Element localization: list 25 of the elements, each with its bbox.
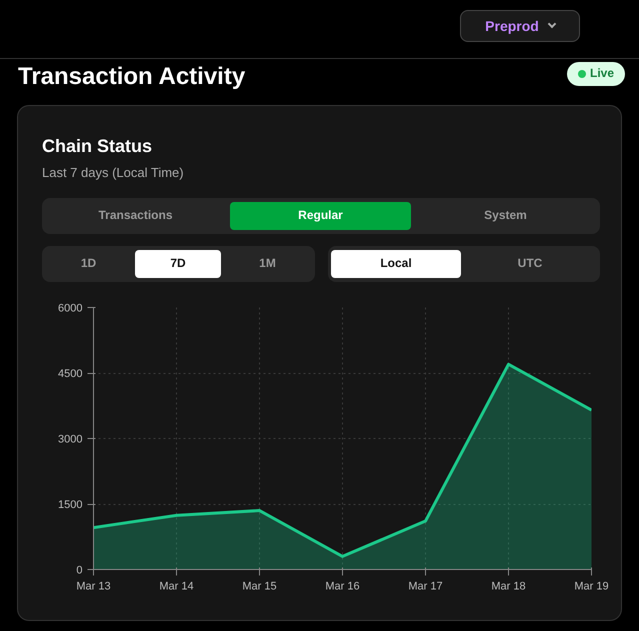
x-tick-label: Mar 13 xyxy=(76,580,111,592)
text: Transaction Activity xyxy=(18,62,246,92)
y-tick-label: 1500 xyxy=(58,499,83,511)
text: 1D xyxy=(80,255,98,272)
text: 7D xyxy=(135,250,221,278)
text: Preprod xyxy=(460,10,580,42)
y-tick-label: 6000 xyxy=(58,302,83,314)
text: Local xyxy=(331,250,461,278)
x-tick-label: Mar 14 xyxy=(159,580,194,592)
x-tick-label: Mar 16 xyxy=(325,580,360,592)
text: 1M xyxy=(258,255,277,272)
x-tick-label: Mar 18 xyxy=(491,580,526,592)
x-tick-label: Mar 17 xyxy=(408,580,443,592)
text: Live xyxy=(567,62,625,86)
y-tick-label: 4500 xyxy=(58,368,83,380)
y-tick-label: 3000 xyxy=(58,434,83,446)
chart-title: Chain Status xyxy=(42,135,152,158)
text: Regular xyxy=(230,202,411,230)
text: UTC xyxy=(516,255,544,272)
text: Transactions xyxy=(97,207,174,224)
x-tick-label: Mar 19 xyxy=(574,580,609,592)
y-tick-label: 0 xyxy=(76,564,83,576)
x-tick-label: Mar 15 xyxy=(242,580,277,592)
chart-subtitle: Last 7 days (Local Time) xyxy=(42,164,184,182)
text: System xyxy=(483,207,528,224)
